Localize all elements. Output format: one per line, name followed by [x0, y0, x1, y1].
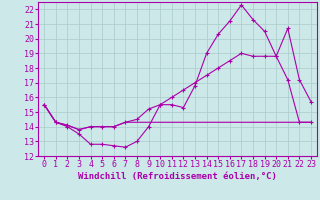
X-axis label: Windchill (Refroidissement éolien,°C): Windchill (Refroidissement éolien,°C): [78, 172, 277, 181]
